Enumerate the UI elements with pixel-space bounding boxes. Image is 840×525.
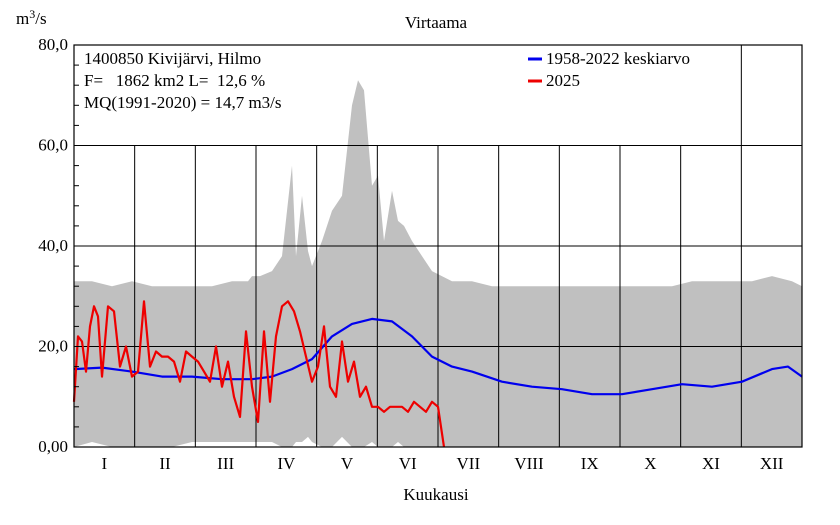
- x-tick-label: XII: [760, 454, 784, 473]
- x-tick-label: II: [159, 454, 171, 473]
- x-tick-label: III: [217, 454, 234, 473]
- x-tick-label: XI: [702, 454, 720, 473]
- x-tick-label: VIII: [514, 454, 544, 473]
- series-mean-line: [73, 317, 803, 396]
- info-box: 1400850 Kivijärvi, Hilmo F= 1862 km2 L= …: [84, 49, 282, 112]
- series-current-line: [72, 300, 446, 448]
- x-tick-label: IX: [581, 454, 599, 473]
- series-lines: [72, 300, 803, 448]
- info-area: F= 1862 km2 L= 12,6 %: [84, 71, 265, 90]
- x-tick-label: VII: [457, 454, 481, 473]
- grid: [74, 45, 802, 447]
- x-tick-label: IV: [277, 454, 296, 473]
- x-tick-label: I: [101, 454, 107, 473]
- y-tick-label: 80,0: [38, 35, 68, 54]
- y-axis-label: m3/s: [16, 7, 47, 28]
- y-tick-label: 0,00: [38, 437, 68, 456]
- legend-label-mean: 1958-2022 keskiarvo: [546, 49, 690, 68]
- plot-frame: [73, 44, 803, 448]
- x-axis-label: Kuukausi: [403, 485, 468, 504]
- x-tick-label: VI: [399, 454, 417, 473]
- info-mq: MQ(1991-2020) = 14,7 m3/s: [84, 93, 282, 112]
- legend: 1958-2022 keskiarvo 2025: [528, 49, 690, 90]
- info-station: 1400850 Kivijärvi, Hilmo: [84, 49, 261, 68]
- legend-label-current: 2025: [546, 71, 580, 90]
- y-tick-label: 20,0: [38, 337, 68, 356]
- y-tick-label: 40,0: [38, 236, 68, 255]
- x-tick-label: V: [341, 454, 354, 473]
- chart-title: Virtaama: [405, 13, 468, 32]
- y-tick-label: 60,0: [38, 136, 68, 155]
- x-tick-label: X: [644, 454, 656, 473]
